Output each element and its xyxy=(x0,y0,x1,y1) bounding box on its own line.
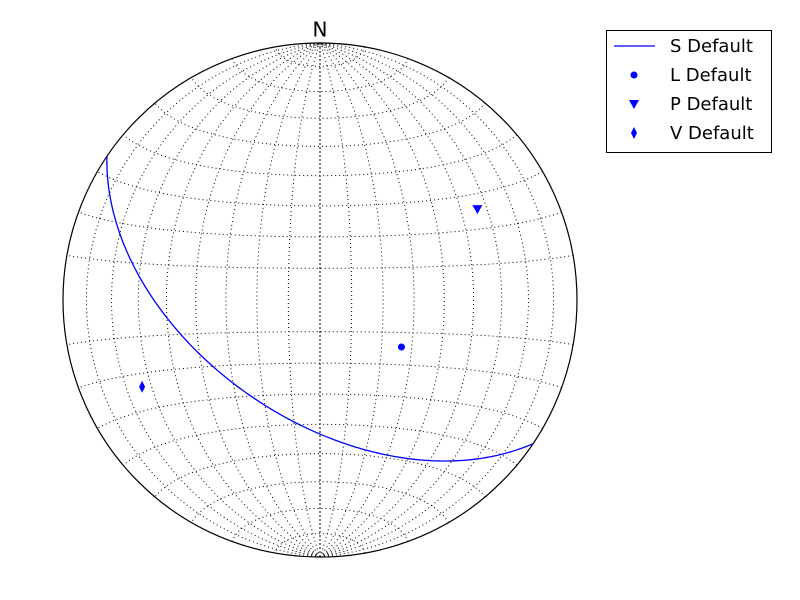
point-marker xyxy=(472,205,483,215)
grid-meridian xyxy=(137,42,321,558)
plane-great-circle xyxy=(106,156,534,462)
grid-parallel xyxy=(122,134,518,177)
grid-parallel xyxy=(78,211,562,238)
grid-meridian xyxy=(256,42,321,558)
point-marker xyxy=(397,343,405,351)
legend-label: S Default xyxy=(670,36,753,57)
legend-label: P Default xyxy=(670,94,752,115)
north-label: N xyxy=(313,18,328,42)
legend-marker xyxy=(631,127,637,139)
grid-meridian xyxy=(319,42,555,558)
legend-label: L Default xyxy=(670,65,752,86)
point-marker xyxy=(139,380,146,393)
grid-meridian xyxy=(319,42,475,558)
grid-meridian xyxy=(85,42,321,558)
grid-parallel xyxy=(154,102,486,147)
grid-meridian xyxy=(319,42,503,558)
legend-label: V Default xyxy=(670,123,754,144)
legend-marker xyxy=(630,71,638,79)
grid-meridian xyxy=(111,42,321,558)
grid-parallel xyxy=(97,393,543,429)
grid-parallel xyxy=(97,171,543,207)
grid-meridian xyxy=(319,42,384,558)
grid-meridian xyxy=(165,42,321,558)
legend-marker xyxy=(629,100,639,109)
grid-parallel xyxy=(122,423,518,466)
grid-parallel xyxy=(154,453,486,498)
grid-parallel xyxy=(78,362,562,389)
primitive-circle xyxy=(62,42,578,558)
